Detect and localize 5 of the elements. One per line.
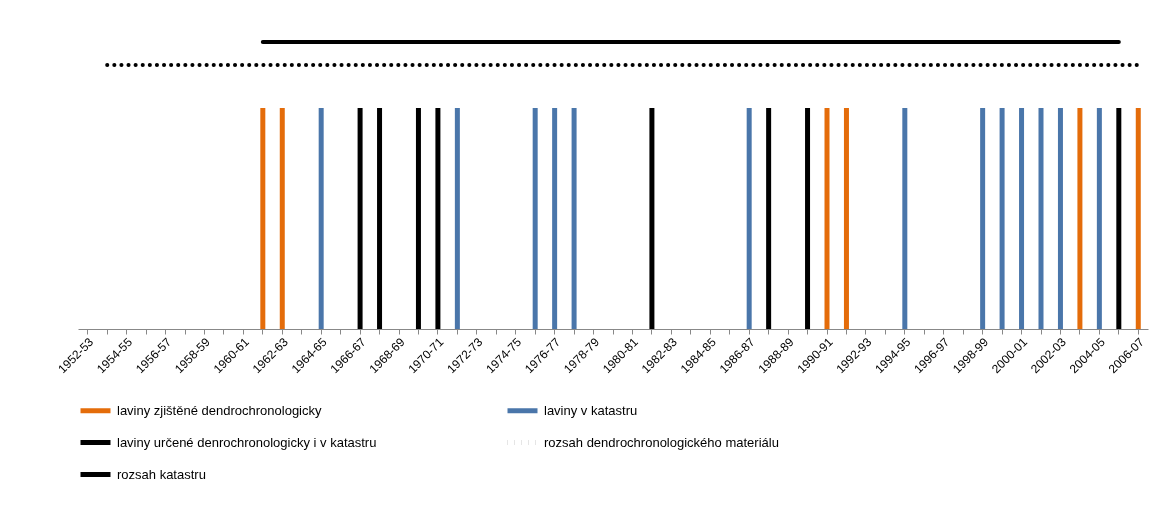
legend-label: laviny v katastru [544,402,638,418]
legend-label: laviny určené denrochronologicky i v katastru [117,434,377,450]
legend-label: laviny zjištěné dendrochronologicky [117,402,322,418]
legend-label: rozsah katastru [117,466,206,482]
legend-label: rozsah dendrochronologického materiálu [544,434,779,450]
